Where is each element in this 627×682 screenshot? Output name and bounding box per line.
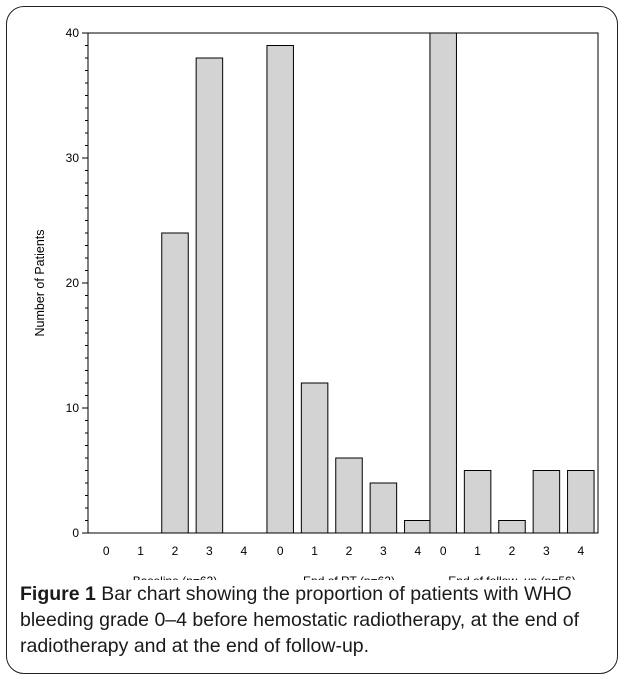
x-tick-label: 0 [277,544,284,558]
bar-0-3 [195,57,224,534]
bars-layer [161,32,595,534]
bar-2-1 [463,470,492,534]
y-tick-label: 40 [66,26,80,40]
bar-1-2 [335,457,363,534]
y-axis-label: Number of Patients [33,230,47,337]
figure-frame [6,6,618,674]
bar-1-4 [404,520,432,534]
x-tick-label: 4 [577,544,584,558]
bar-1-0 [266,45,294,534]
x-tick-label: 2 [346,544,353,558]
plot-area-border [87,32,599,534]
x-axis: 0 1 2 3 4 Baseline (n=62) 0 1 2 3 4 End of RT (n=62… [103,544,585,580]
caption-label: Figure 1 [20,583,96,605]
figure-caption: Figure 1 Bar chart showing the proportio… [20,581,610,659]
x-tick-label: 1 [137,544,144,558]
y-tick-label: 20 [66,276,80,290]
x-tick-label: 0 [103,544,110,558]
x-tick-label: 3 [543,544,550,558]
bar-1-3 [369,482,398,534]
bar-0-2 [161,232,189,534]
bar-2-3 [532,470,561,534]
y-tick-label: 30 [66,151,80,165]
x-tick-label: 1 [311,544,318,558]
x-tick-label: 1 [474,544,481,558]
bar-2-4 [567,470,595,534]
x-tick-label: 2 [172,544,179,558]
x-tick-label: 4 [414,544,421,558]
y-tick-label: 10 [66,401,80,415]
group-label: Baseline (n=62) [133,574,217,580]
y-tick-label: 0 [72,526,79,540]
x-tick-label: 3 [206,544,213,558]
bar-2-2 [498,520,526,534]
caption-text: Bar chart showing the proportion of pati… [20,583,580,657]
bar-2-0 [429,32,457,534]
bar-1-1 [300,382,329,534]
group-label: End of RT (n=62) [303,574,395,580]
x-tick-label: 2 [509,544,516,558]
x-tick-label: 0 [440,544,447,558]
x-tick-label: 4 [240,544,247,558]
group-label: End of follow−up (n=56) [448,574,575,580]
x-tick-label: 3 [380,544,387,558]
y-axis: 0 10 20 30 40 [66,26,88,540]
